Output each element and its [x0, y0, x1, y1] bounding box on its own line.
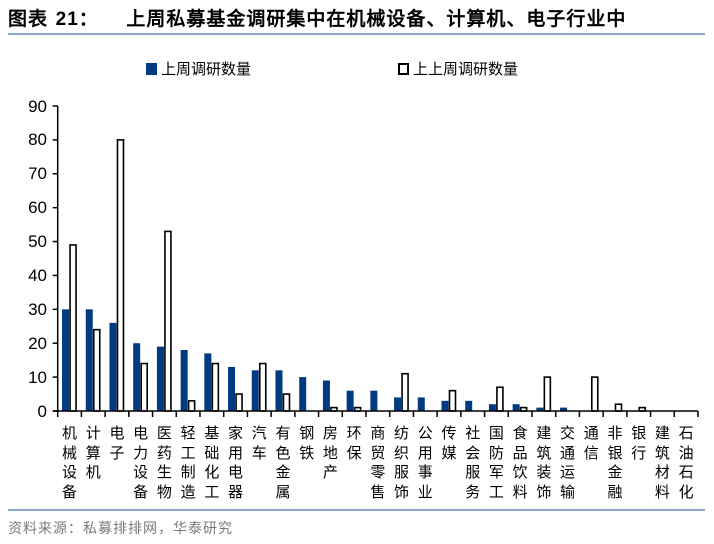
x-category-label: 建筑装饰: [536, 424, 552, 501]
bar-week-before: [140, 362, 149, 412]
bar-week-before: [116, 139, 125, 412]
bar-last-week: [180, 350, 188, 411]
bar-last-week: [62, 309, 70, 411]
legend-swatch-outline-icon: [398, 62, 409, 75]
x-category-label: 医药生物: [156, 424, 172, 501]
bar-week-before: [92, 328, 101, 412]
bar-week-before: [187, 400, 196, 412]
x-category-label: 钢铁: [299, 424, 315, 462]
y-tick-label: 10: [28, 367, 47, 387]
bar-last-week: [417, 397, 425, 411]
x-category-label: 电子: [109, 424, 125, 462]
bar-last-week: [560, 407, 568, 411]
figure-title-text: 上周私募基金调研集中在机械设备、计算机、电子行业中: [126, 8, 627, 30]
bar-week-before: [235, 393, 243, 412]
bar-last-week: [228, 366, 236, 411]
bar-last-week: [156, 346, 164, 411]
y-tick-label: 40: [28, 265, 47, 285]
bar-last-week: [109, 322, 117, 411]
legend: 上周调研数量 上上周调研数量: [0, 58, 714, 78]
y-tick-label: 60: [28, 198, 47, 218]
bar-last-week: [133, 343, 141, 411]
x-category-label: 食品饮料: [512, 424, 528, 501]
x-category-label: 电力设备: [133, 424, 149, 501]
bar-week-before: [69, 244, 77, 412]
bar-week-before: [496, 386, 504, 412]
x-category-label: 公用事业: [417, 424, 433, 501]
legend-item-last-week: 上周调研数量: [146, 58, 251, 79]
bar-week-before: [211, 362, 220, 412]
source-note: 资料来源：私募排排网，华泰研究: [8, 521, 233, 537]
x-category-label: 计算机: [85, 424, 101, 481]
legend-item-week-before: 上上周调研数量: [398, 58, 518, 79]
bar-week-before: [590, 376, 599, 412]
x-category-label: 银行: [631, 424, 647, 462]
x-category-label: 石油石化: [678, 424, 694, 501]
legend-label: 上上周调研数量: [413, 60, 519, 78]
figure-separator: ：: [78, 8, 99, 30]
x-category-label: 非银金融: [607, 424, 623, 501]
x-category-label: 汽车: [251, 424, 267, 462]
legend-label: 上周调研数量: [161, 60, 252, 78]
x-category-label: 通信: [583, 424, 599, 462]
x-category-label: 有色金属: [275, 424, 291, 501]
bar-week-before: [258, 362, 267, 412]
legend-swatch-filled-icon: [146, 62, 157, 75]
x-category-label: 房地产: [322, 424, 338, 481]
x-category-label: 基础化工: [204, 424, 220, 501]
figure-number: 21: [55, 9, 79, 30]
y-tick-label: 0: [37, 401, 47, 421]
title-divider: [8, 33, 705, 35]
bar-last-week: [322, 380, 330, 411]
y-tick-label: 50: [28, 232, 47, 252]
bar-last-week: [370, 390, 378, 411]
bar-last-week: [299, 377, 307, 411]
bar-week-before: [282, 393, 291, 412]
bar-week-before: [543, 376, 552, 412]
bar-week-before: [401, 372, 409, 412]
bar-last-week: [465, 400, 473, 411]
bar-last-week: [251, 370, 259, 411]
y-tick-label: 90: [28, 96, 47, 116]
x-category-label: 家用电器: [228, 424, 244, 501]
bar-last-week: [394, 397, 402, 411]
footer-divider: [8, 509, 705, 511]
bar-last-week: [512, 404, 520, 411]
chart-title: 图表 21： 上周私募基金调研集中在机械设备、计算机、电子行业中: [8, 4, 626, 30]
x-category-label: 国防军工: [488, 424, 504, 501]
x-category-label: 商贸零售: [370, 424, 386, 501]
bar-last-week: [536, 407, 544, 411]
x-category-label: 社会服务: [465, 424, 481, 501]
bar-last-week: [85, 309, 93, 411]
y-tick-label: 20: [28, 333, 47, 353]
bar-week-before: [164, 230, 172, 412]
bar-last-week: [204, 353, 212, 411]
bar-last-week: [488, 404, 496, 411]
x-category-label: 机械设备: [62, 424, 78, 501]
bar-chart-plot: [52, 105, 699, 417]
bar-last-week: [441, 400, 449, 411]
x-category-label: 传媒: [441, 424, 457, 462]
x-category-label: 轻工制造: [180, 424, 196, 501]
y-tick-label: 80: [28, 130, 47, 150]
bar-last-week: [346, 390, 354, 411]
figure-label: 图表: [8, 8, 49, 30]
bar-week-before: [448, 389, 457, 412]
x-category-label: 环保: [346, 424, 362, 462]
x-category-label: 交通运输: [560, 424, 576, 501]
x-category-label: 建筑材料: [654, 424, 670, 501]
bar-last-week: [275, 370, 283, 411]
x-category-label: 纺织服饰: [394, 424, 410, 501]
y-tick-label: 30: [28, 299, 47, 319]
bar-week-before: [614, 403, 623, 412]
y-tick-label: 70: [28, 164, 47, 184]
